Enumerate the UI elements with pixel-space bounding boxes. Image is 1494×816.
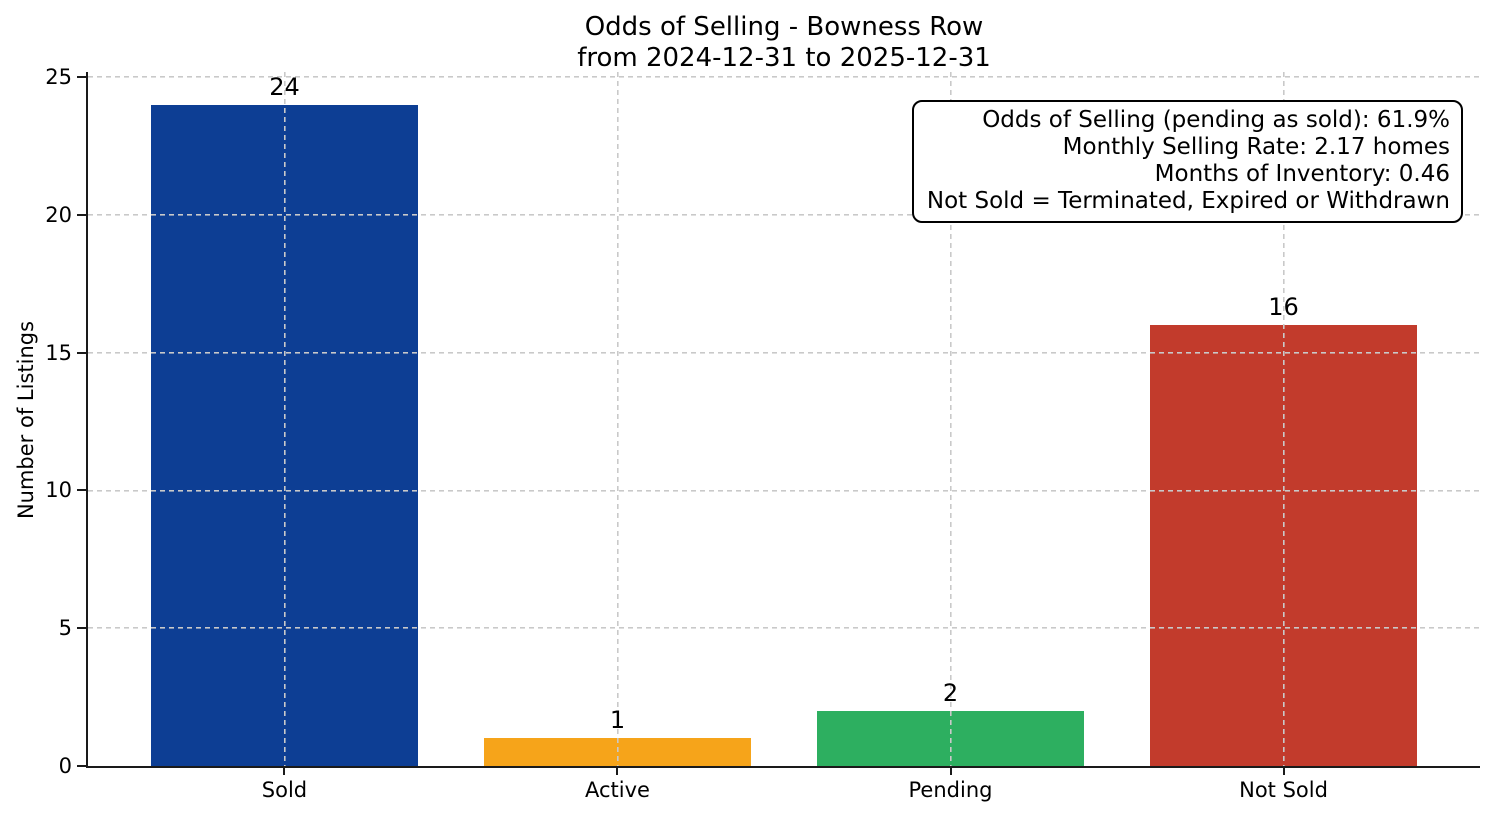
y-tick (77, 765, 86, 767)
plot-area: 24 Sold 1 Active 2 Pending 16 Not Sold 0 5 10 15 20 2… (45, 66, 1480, 801)
chart-title-line2: from 2024-12-31 to 2025-12-31 (577, 43, 991, 73)
annotation-not-sold-definition: Not Sold = Terminated, Expired or Withdr… (926, 188, 1450, 214)
y-tick (77, 489, 86, 492)
annotation-months-of-inventory: Months of Inventory: 0.46 (1154, 161, 1450, 187)
y-tick (77, 213, 86, 216)
gridline-horizontal (88, 213, 1480, 216)
x-tick-label-not-sold: Not Sold (1239, 778, 1328, 802)
y-tick-label: 5 (58, 616, 72, 641)
bar-value-label-not-sold: 16 (1268, 293, 1299, 321)
gridline-horizontal (88, 627, 1480, 630)
x-tick (1282, 766, 1285, 775)
bar-value-label-active: 1 (609, 706, 626, 735)
x-tick (949, 766, 952, 775)
x-axis-spine (86, 766, 1480, 768)
y-tick-label: 10 (45, 478, 72, 503)
gridline-vertical (949, 72, 952, 766)
y-tick-label: 0 (58, 754, 72, 778)
gridline-horizontal (88, 76, 1480, 79)
stats-annotation-box: Odds of Selling (pending as sold): 61.9%… (911, 100, 1463, 223)
gridline-vertical (1282, 72, 1285, 766)
x-tick (283, 766, 286, 775)
y-tick-label: 20 (45, 202, 72, 227)
y-tick (77, 627, 86, 630)
x-tick-label-pending: Pending (908, 778, 993, 802)
gridline-vertical (283, 72, 286, 766)
y-tick-label: 25 (45, 64, 72, 89)
y-tick (77, 75, 86, 78)
gridline-horizontal (88, 489, 1480, 492)
gridline-vertical (616, 72, 619, 766)
gridline-horizontal (88, 351, 1480, 354)
y-tick-label: 15 (45, 340, 72, 365)
x-tick (616, 766, 619, 775)
y-tick (77, 351, 86, 354)
bar-value-label-sold: 24 (269, 72, 300, 101)
y-axis-spine (86, 72, 88, 768)
annotation-odds-of-selling: Odds of Selling (pending as sold): 61.9% (982, 107, 1450, 133)
bar-value-label-pending: 2 (942, 678, 959, 707)
x-tick-label-sold: Sold (261, 778, 308, 802)
chart-title-line1: Odds of Selling - Bowness Row (584, 12, 984, 42)
annotation-monthly-selling-rate: Monthly Selling Rate: 2.17 homes (1062, 134, 1450, 160)
chart-title: Odds of Selling - Bowness Row from 2024-… (88, 12, 1480, 74)
x-tick-label-active: Active (585, 778, 650, 802)
